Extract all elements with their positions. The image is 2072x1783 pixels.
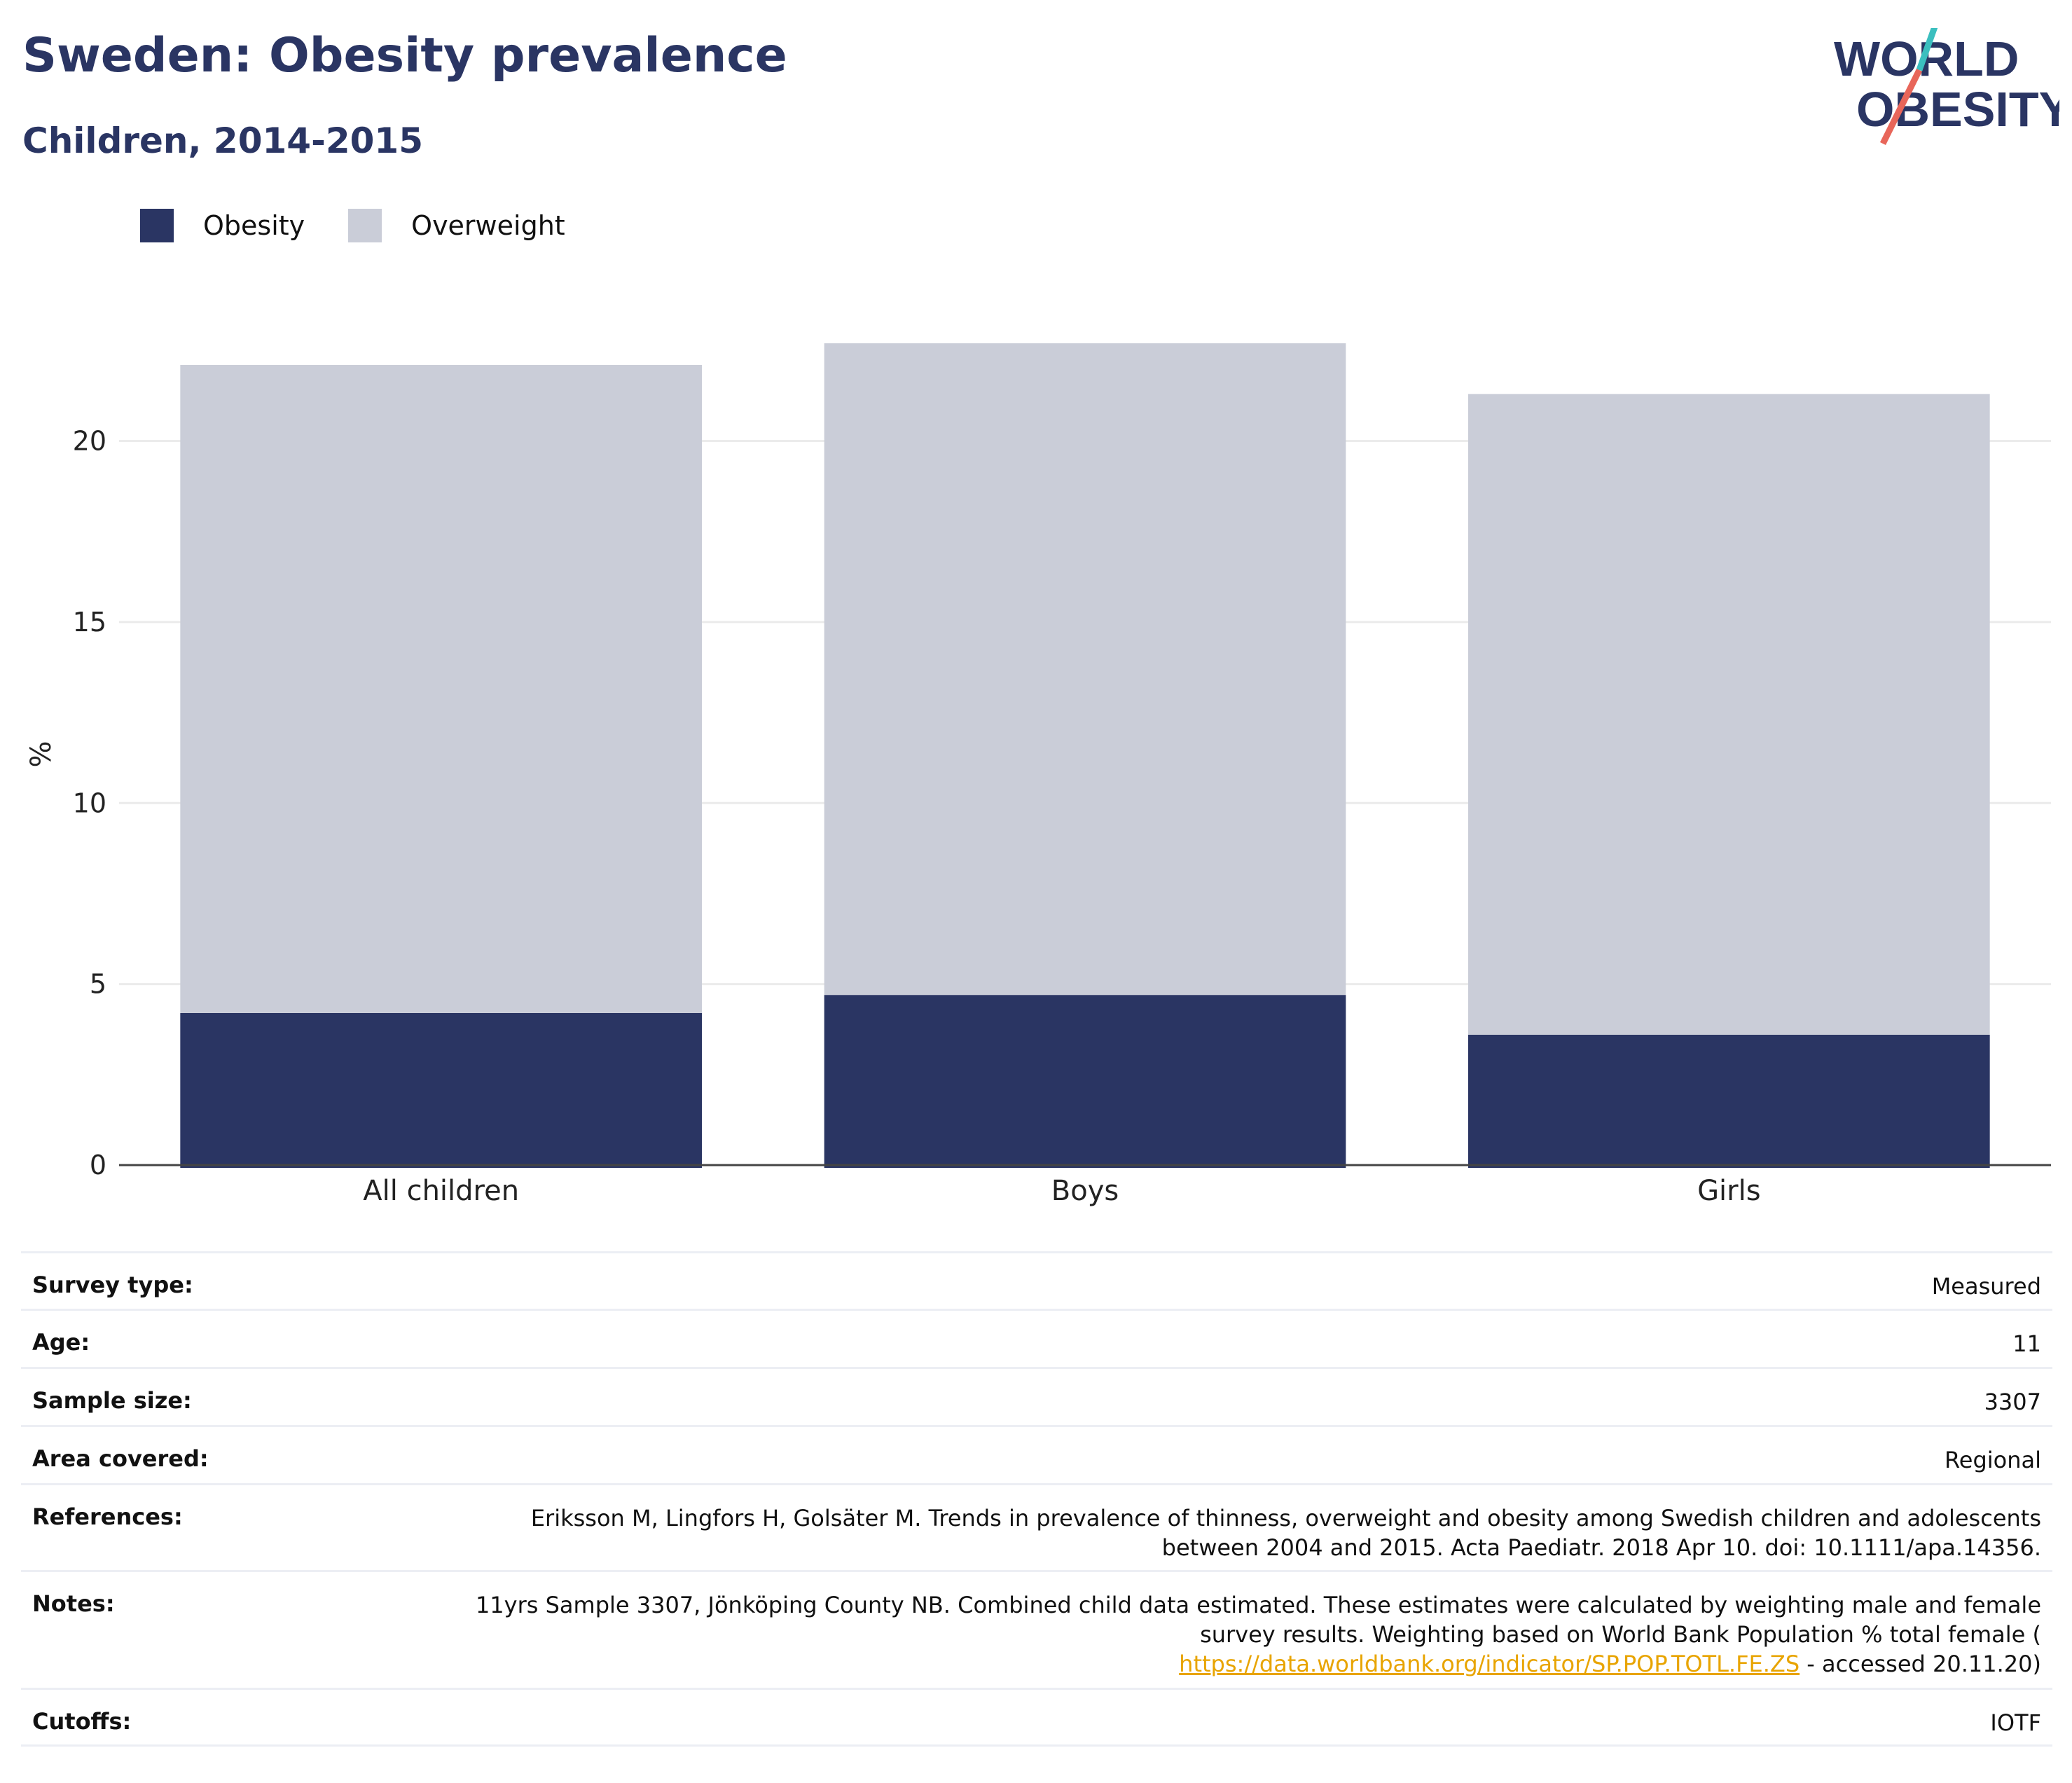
y-axis-label: % <box>25 741 57 767</box>
info-row-cutoffs: Cutoffs: IOTF <box>21 1688 2052 1747</box>
info-label: Notes: <box>32 1590 115 1617</box>
legend-swatch-overweight <box>348 209 382 242</box>
info-value: Regional <box>1944 1447 2041 1473</box>
worldbank-link[interactable]: https://data.worldbank.org/indicator/SP.… <box>1179 1651 1800 1677</box>
y-tick-label: 0 <box>90 1150 106 1180</box>
x-tick-label: Boys <box>1051 1175 1119 1207</box>
info-label: References: <box>32 1503 183 1530</box>
info-row-references: References: Eriksson M, Lingfors H, Gols… <box>21 1483 2052 1570</box>
survey-info-table: Survey type: Measured Age: 11 Sample siz… <box>21 1251 2052 1747</box>
chart-legend: Obesity Overweight <box>140 209 609 242</box>
info-value: Measured <box>1931 1273 2041 1300</box>
y-tick-label: 10 <box>73 787 106 818</box>
bar-overweight-boys <box>824 343 1346 996</box>
info-label: Age: <box>32 1329 90 1356</box>
info-label: Survey type: <box>32 1272 193 1298</box>
bar-obesity-boys <box>824 995 1346 1168</box>
bar-overweight-girls <box>1468 394 1990 1035</box>
page-subtitle: Children, 2014-2015 <box>22 121 423 161</box>
info-label: Sample size: <box>32 1387 192 1414</box>
info-row-age: Age: 11 <box>21 1309 2052 1367</box>
notes-text: 11yrs Sample 3307, Jönköping County NB. … <box>475 1592 2041 1648</box>
info-value: IOTF <box>1990 1709 2041 1736</box>
info-value: 3307 <box>1984 1389 2041 1415</box>
logo-line2: OBESITY <box>1856 82 2059 137</box>
world-obesity-logo: WORLD OBESITY <box>1834 28 2059 145</box>
y-tick-label: 15 <box>73 607 106 638</box>
legend-item-obesity[interactable]: Obesity <box>140 209 305 242</box>
bar-overweight-all-children <box>180 365 702 1013</box>
info-value-notes: 11yrs Sample 3307, Jönköping County NB. … <box>430 1590 2041 1679</box>
info-row-survey-type: Survey type: Measured <box>21 1251 2052 1309</box>
info-row-sample-size: Sample size: 3307 <box>21 1367 2052 1425</box>
info-value: Eriksson M, Lingfors H, Golsäter M. Tren… <box>530 1505 2041 1561</box>
legend-item-overweight[interactable]: Overweight <box>348 209 565 242</box>
legend-swatch-obesity <box>140 209 174 242</box>
page-title: Sweden: Obesity prevalence <box>22 28 787 83</box>
info-value: 11 <box>2012 1330 2041 1357</box>
legend-label-obesity: Obesity <box>203 210 305 241</box>
info-row-area-covered: Area covered: Regional <box>21 1425 2052 1483</box>
bar-obesity-all-children <box>180 1012 702 1168</box>
info-label: Area covered: <box>32 1445 209 1472</box>
info-label: Cutoffs: <box>32 1708 132 1735</box>
info-row-notes: Notes: 11yrs Sample 3307, Jönköping Coun… <box>21 1570 2052 1688</box>
logo-slash-top <box>1916 28 1938 71</box>
y-tick-label: 5 <box>90 969 106 1000</box>
legend-label-overweight: Overweight <box>411 210 565 241</box>
y-tick-label: 20 <box>73 426 106 457</box>
notes-suffix: - accessed 20.11.20) <box>1800 1651 2041 1677</box>
bar-chart: 0 5 10 15 20% All children Boys Girls <box>25 343 2051 1207</box>
x-tick-label: Girls <box>1697 1175 1761 1207</box>
bar-obesity-girls <box>1468 1034 1990 1168</box>
x-tick-label: All children <box>363 1175 519 1207</box>
logo-slash-bottom <box>1879 69 1923 145</box>
